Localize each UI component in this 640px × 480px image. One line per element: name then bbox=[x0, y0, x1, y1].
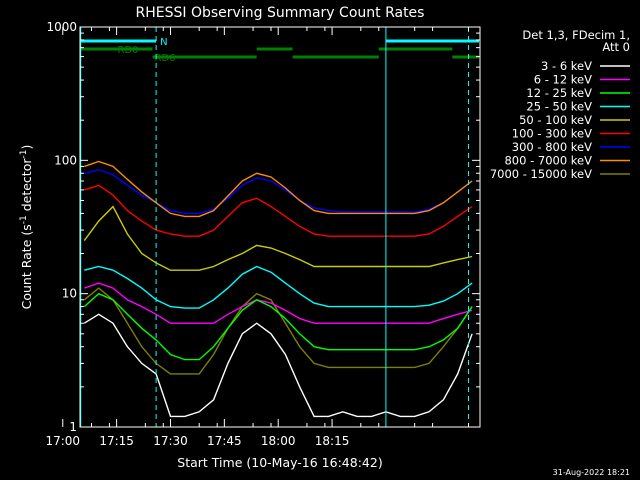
axes-layer: 17:00 17:15 17:30 17:45 18:00 18:15 1 10 100 1000 bbox=[45, 20, 480, 448]
y-axis-label-superscript: -1 bbox=[19, 150, 29, 159]
timestamp: 31-Aug-2022 18:21 bbox=[553, 468, 630, 477]
chart-title: RHESSI Observing Summary Count Rates bbox=[136, 5, 425, 21]
legend-entry-label: 3 - 6 keV bbox=[541, 59, 592, 73]
legend-entry-label: 25 - 50 keV bbox=[526, 100, 592, 114]
legend-entry-label: 100 - 300 keV bbox=[512, 127, 592, 141]
flag-label: RD0 bbox=[118, 45, 139, 56]
x-tick-label: 17:00 bbox=[45, 434, 80, 448]
y-axis-label-part: ) bbox=[19, 145, 34, 150]
series-line bbox=[83, 292, 473, 361]
legend-entry-label: 6 - 12 keV bbox=[534, 73, 592, 87]
legend-header-line: Det 1,3, FDecim 1, bbox=[522, 28, 630, 42]
flag-label: RD6 bbox=[155, 53, 176, 64]
y-tick-label: 10 bbox=[62, 287, 77, 301]
series-line bbox=[84, 265, 473, 309]
legend-entry-label: 7000 - 15000 keV bbox=[490, 167, 592, 181]
y-axis-label: Count Rate (s-1 detector-1) bbox=[19, 145, 34, 310]
y-tick-label: 100 bbox=[54, 153, 77, 167]
y-axis-label-part: detector bbox=[19, 158, 34, 216]
x-axis-label: Start Time (10-May-16 16:48:42) bbox=[177, 455, 382, 470]
series-line bbox=[84, 184, 473, 237]
x-tick-label: 17:45 bbox=[207, 434, 242, 448]
legend-entry-label: 50 - 100 keV bbox=[519, 113, 592, 127]
y-tick-label: 1000 bbox=[46, 20, 77, 34]
flags-layer: N RD0 RD6 bbox=[81, 37, 479, 64]
legend-entry-label: 800 - 7000 keV bbox=[504, 154, 592, 168]
legend-entry-label: 300 - 800 keV bbox=[512, 140, 592, 154]
x-tick-label: 17:30 bbox=[153, 434, 188, 448]
x-tick-label: 17:15 bbox=[99, 434, 134, 448]
x-tick-label: 18:15 bbox=[315, 434, 350, 448]
y-tick-label: 1 bbox=[69, 420, 77, 434]
series-line bbox=[83, 287, 473, 375]
series-line bbox=[84, 282, 473, 324]
y-axis-label-superscript: -1 bbox=[19, 215, 29, 224]
series-layer bbox=[83, 160, 473, 418]
series-line bbox=[83, 313, 473, 418]
series-line bbox=[83, 205, 473, 271]
y-axis-label-part: Count Rate (s bbox=[19, 224, 34, 309]
series-line bbox=[84, 168, 473, 215]
flag-label: N bbox=[160, 37, 167, 48]
plot-frame bbox=[79, 26, 481, 428]
legend-header-line: Att 0 bbox=[602, 40, 630, 54]
series-line bbox=[84, 160, 473, 218]
x-tick-label: 18:00 bbox=[261, 434, 296, 448]
legend-entry-label: 12 - 25 keV bbox=[526, 86, 592, 100]
markers-layer bbox=[80, 27, 470, 427]
